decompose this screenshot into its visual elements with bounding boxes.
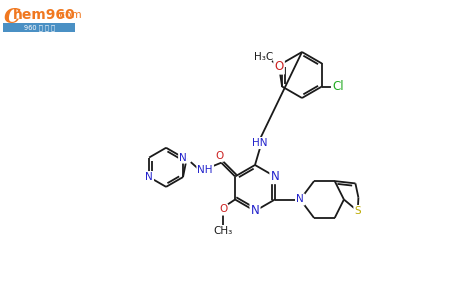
Text: O: O — [219, 205, 227, 214]
Text: N: N — [145, 172, 153, 182]
Text: O: O — [274, 60, 284, 74]
Text: .com: .com — [57, 10, 82, 20]
Text: N: N — [296, 195, 304, 205]
Text: 960 化 工 网: 960 化 工 网 — [24, 24, 55, 31]
Text: CH₃: CH₃ — [213, 226, 233, 236]
Text: N: N — [271, 170, 279, 183]
Text: O: O — [215, 151, 223, 161]
Text: N: N — [251, 205, 259, 217]
Text: HN: HN — [252, 138, 268, 148]
Text: C: C — [4, 7, 21, 27]
Text: Cl: Cl — [332, 80, 344, 93]
Text: S: S — [355, 206, 361, 216]
Text: N: N — [179, 153, 187, 163]
FancyBboxPatch shape — [3, 23, 75, 32]
Text: hem960: hem960 — [13, 8, 76, 22]
Text: NH: NH — [198, 165, 213, 175]
Text: H₃C: H₃C — [255, 52, 273, 62]
